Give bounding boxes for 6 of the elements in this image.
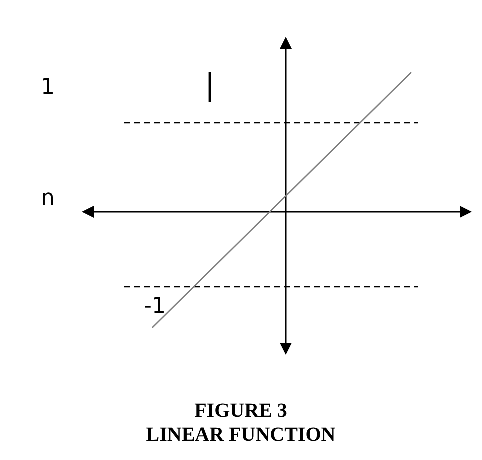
text: 1 xyxy=(41,75,55,100)
text: FIGURE 3 xyxy=(194,400,288,422)
text: LINEAR FUNCTION xyxy=(146,424,336,446)
annotation: -1 xyxy=(144,294,166,319)
text: n xyxy=(41,186,55,211)
annotation: | xyxy=(204,68,216,103)
